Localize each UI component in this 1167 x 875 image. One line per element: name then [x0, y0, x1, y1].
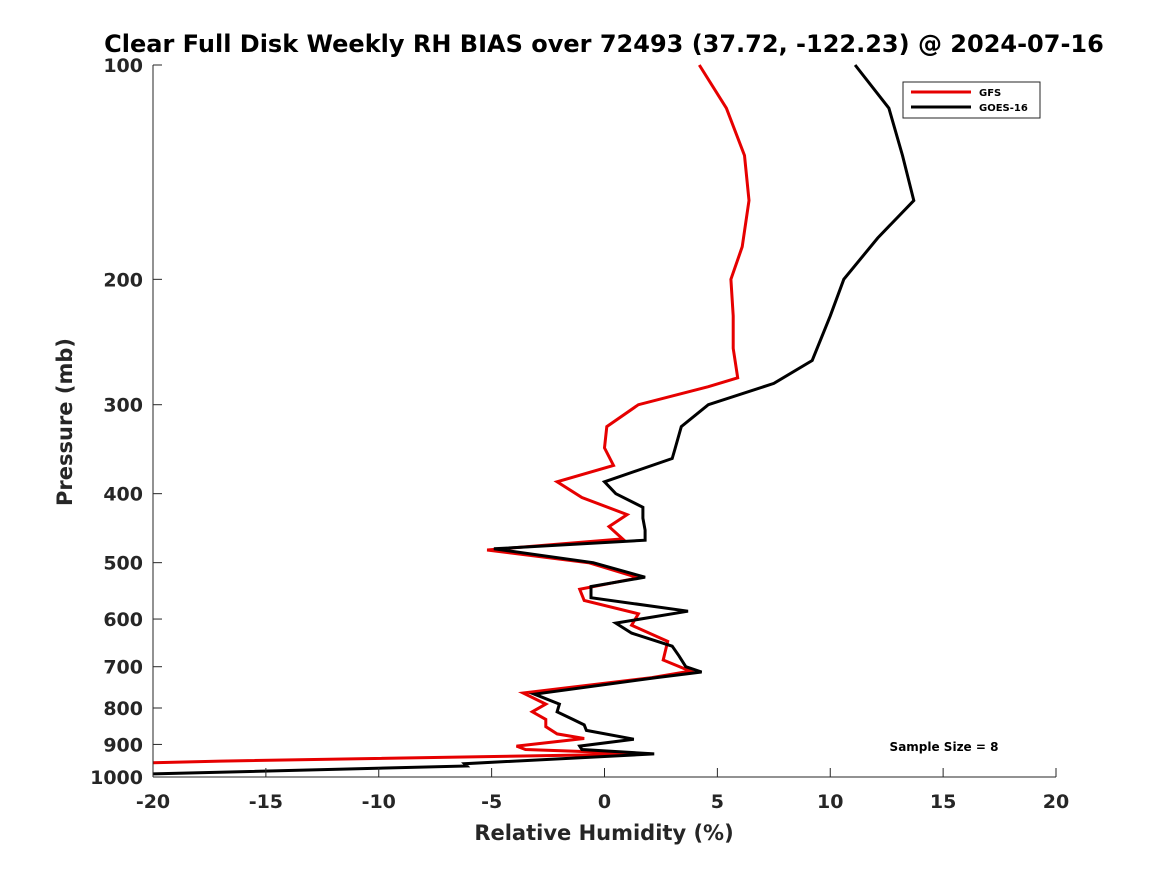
legend-entry-label: GOES-16 [979, 103, 1028, 114]
plot-background [153, 65, 1056, 777]
x-tick-label: 10 [817, 791, 843, 813]
chart-title: Clear Full Disk Weekly RH BIAS over 7249… [104, 30, 1104, 58]
series-layer [152, 64, 916, 776]
y-tick-label: 700 [103, 657, 143, 679]
x-tick-label: -5 [481, 791, 502, 813]
y-axis-label: Pressure (mb) [53, 338, 77, 506]
x-tick-label: 15 [930, 791, 956, 813]
x-tick-label: -10 [362, 791, 396, 813]
x-tick-label: -20 [136, 791, 170, 813]
y-tick-label: 300 [103, 395, 143, 417]
plot-area [153, 65, 1056, 777]
sample-size-annotation: Sample Size = 8 [890, 740, 999, 754]
y-tick-label: 500 [103, 553, 143, 575]
x-tick-label: -15 [249, 791, 283, 813]
y-tick-label: 1000 [90, 767, 143, 789]
axes-layer: -20 -15 -10 -5 0 5 10 15 20 100 200 300 400 500 600 700… [90, 55, 1069, 813]
legend-box [902, 81, 1041, 119]
y-tick-label: 100 [103, 55, 143, 77]
y-tick-label: 400 [103, 484, 143, 506]
x-tick-label: 0 [598, 791, 611, 813]
series-line-gfs [152, 64, 751, 765]
series-line-goes-16 [152, 64, 916, 776]
x-tick-label: 20 [1043, 791, 1069, 813]
legend-entry-label: GFS [979, 88, 1001, 99]
y-tick-label: 600 [103, 609, 143, 631]
x-axis-label: Relative Humidity (%) [474, 821, 733, 845]
y-tick-label: 800 [103, 698, 143, 720]
y-tick-label: 900 [103, 734, 143, 756]
legend: GFS GOES-16 [902, 81, 1041, 119]
x-tick-label: 5 [711, 791, 724, 813]
y-tick-label: 200 [103, 269, 143, 291]
